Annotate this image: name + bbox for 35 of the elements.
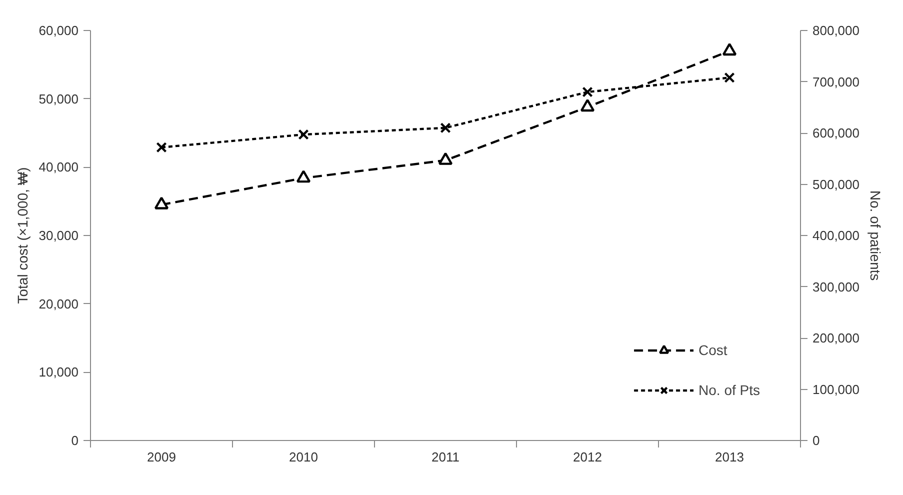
point (724, 72, 735, 83)
x-tick-label: 2009 (147, 450, 176, 464)
x-tick-label: 2010 (289, 450, 318, 464)
y2-tick-label: 700,000 (812, 74, 860, 90)
legend-label: Cost (698, 342, 728, 358)
legend-label: No. of Pts (698, 382, 760, 398)
point (438, 152, 453, 165)
point (298, 129, 309, 140)
y2-tick-label: 100,000 (812, 382, 860, 397)
y-tick-label: 10,000 (38, 364, 79, 380)
point (296, 170, 311, 183)
y-tick-label: 60,000 (38, 23, 79, 38)
y-tick-label: 40,000 (38, 160, 79, 175)
y2-tick-label: 500,000 (812, 176, 860, 192)
x-tick-label: 2012 (573, 450, 602, 464)
y-axis-title: Total cost (×1,000, ₩) (14, 167, 31, 304)
y-tick-label: 50,000 (38, 91, 79, 106)
y2-tick-label: 0 (812, 433, 820, 448)
y-tick-label: 0 (71, 433, 79, 448)
y-tick-label: 30,000 (38, 228, 79, 243)
y2-tick-label: 300,000 (812, 279, 860, 294)
y2-tick-label: 400,000 (812, 228, 860, 243)
y2-tick-label: 600,000 (812, 126, 860, 140)
point (722, 42, 737, 56)
point (582, 86, 593, 98)
y2-axis-title: No. of patients (867, 190, 884, 281)
point (154, 196, 169, 210)
y-tick-label: 20,000 (38, 296, 79, 312)
y2-tick-label: 200,000 (812, 330, 860, 346)
y2-tick-label: 800,000 (812, 23, 860, 38)
x-tick-label: 2013 (715, 450, 744, 464)
point (440, 122, 451, 134)
x-tick-label: 2011 (432, 450, 460, 464)
point (156, 142, 167, 153)
point (580, 99, 595, 112)
